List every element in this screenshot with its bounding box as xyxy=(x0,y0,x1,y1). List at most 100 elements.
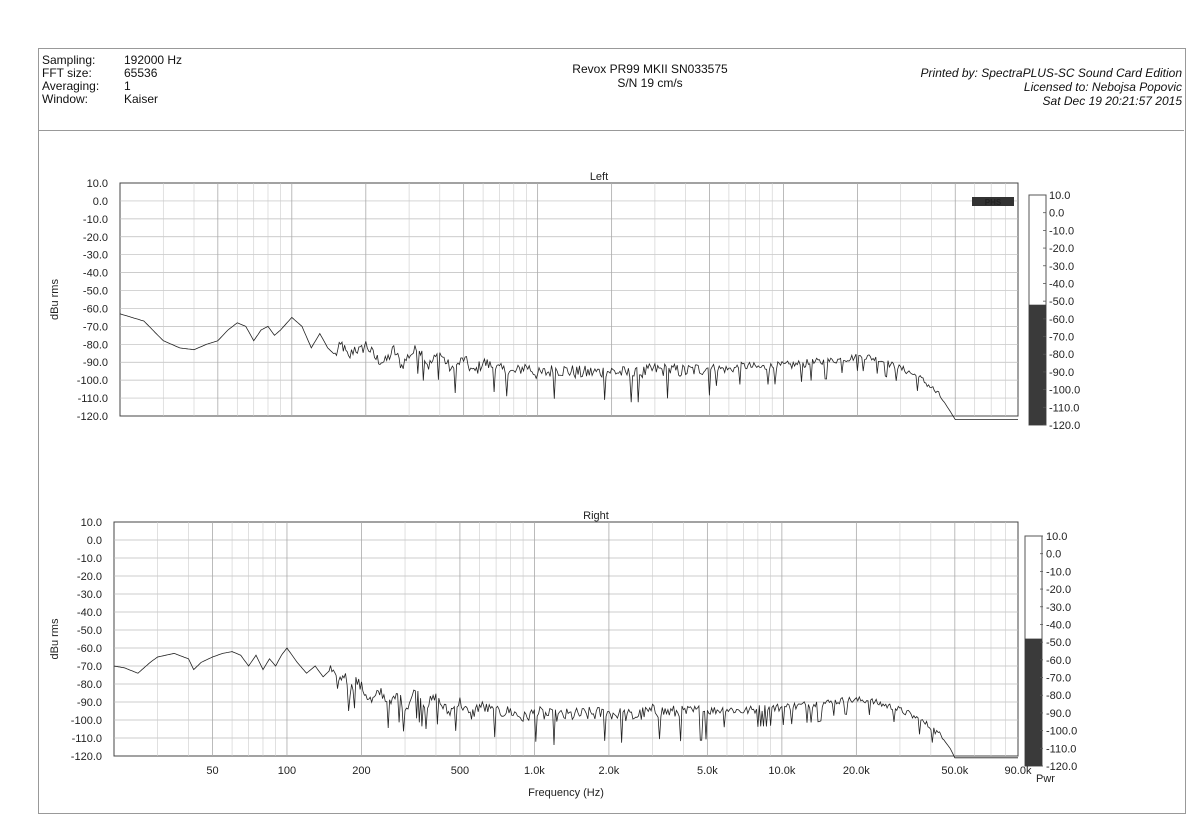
window-row: Window: Kaiser xyxy=(42,93,158,106)
x-tick-label: 50 xyxy=(206,765,218,777)
y-tick-label: 10.0 xyxy=(81,517,102,529)
x-tick-label: 50.0k xyxy=(941,765,968,777)
averaging-value: 1 xyxy=(124,79,131,93)
window-value: Kaiser xyxy=(124,92,159,106)
meter-tick-label: 10.0 xyxy=(1049,190,1070,202)
meter-tick-label: -60.0 xyxy=(1049,314,1074,326)
x-tick-label: 10.0k xyxy=(768,765,795,777)
spectrum-trace-left xyxy=(119,313,1018,420)
x-axis-label: Frequency (Hz) xyxy=(528,787,604,799)
y-tick-label: -10.0 xyxy=(77,553,102,565)
meter-tick-label: 10.0 xyxy=(1046,531,1067,543)
printed-by: Printed by: SpectraPLUS-SC Sound Card Ed… xyxy=(920,66,1182,80)
x-tick-label: 500 xyxy=(451,765,469,777)
meter-tick-label: -70.0 xyxy=(1046,673,1071,685)
y-tick-label: -70.0 xyxy=(83,321,108,333)
y-tick-label: -120.0 xyxy=(77,411,108,423)
sampling-row: Sampling: 192000 Hz xyxy=(42,54,182,67)
x-tick-label: 200 xyxy=(352,765,370,777)
fft-size-value: 65536 xyxy=(124,66,158,80)
print-date: Sat Dec 19 20:21:57 2015 xyxy=(1042,94,1182,108)
meter-tick-label: 0.0 xyxy=(1049,208,1064,220)
y-tick-label: -30.0 xyxy=(77,589,102,601)
meter-tick-label: 0.0 xyxy=(1046,549,1061,561)
meter-tick-label: -100.0 xyxy=(1049,385,1080,397)
sampling-value: 192000 Hz xyxy=(124,53,183,67)
x-tick-label: 20.0k xyxy=(843,765,870,777)
meter-tick-label: -120.0 xyxy=(1049,420,1080,432)
level-meter-fill xyxy=(1029,304,1046,425)
meter-tick-label: -80.0 xyxy=(1049,349,1074,361)
printout-frame xyxy=(38,48,1186,814)
meter-tick-label: -100.0 xyxy=(1046,726,1077,738)
recording-subtitle: S/N 19 cm/s xyxy=(617,76,683,90)
x-tick-label: 2.0k xyxy=(599,765,620,777)
phs-badge-text: PHS xyxy=(985,198,1002,207)
y-tick-label: -80.0 xyxy=(83,339,108,351)
chart-title: Left xyxy=(590,171,608,183)
y-tick-label: -30.0 xyxy=(83,250,108,262)
y-tick-label: -10.0 xyxy=(83,214,108,226)
meter-tick-label: -50.0 xyxy=(1049,296,1074,308)
plot-area xyxy=(113,521,1019,757)
y-tick-label: -60.0 xyxy=(77,643,102,655)
meter-tick-label: -80.0 xyxy=(1046,690,1071,702)
y-tick-label: -40.0 xyxy=(77,607,102,619)
meter-tick-label: -50.0 xyxy=(1046,637,1071,649)
y-tick-label: -100.0 xyxy=(71,715,102,727)
y-tick-label: -120.0 xyxy=(71,751,102,763)
meter-tick-label: -10.0 xyxy=(1046,566,1071,578)
window-key: Window: xyxy=(42,92,89,106)
chart-panel-right: Right 10.0 0.0 -10.0 -20.0 -30.0 -40.0 -50.0 -60… xyxy=(49,510,1077,773)
sampling-key: Sampling: xyxy=(42,53,96,67)
chart-panel-left: Left 10.0 0.0 -10.0 -20.0 -30.0 -40.0 -50.0 -60.… xyxy=(49,171,1080,432)
meter-tick-label: -40.0 xyxy=(1046,619,1071,631)
x-tick-label: 5.0k xyxy=(697,765,718,777)
y-tick-label: -50.0 xyxy=(83,286,108,298)
pwr-label: Pwr xyxy=(1036,773,1055,785)
meter-tick-label: -20.0 xyxy=(1049,243,1074,255)
spectrum-trace-right xyxy=(113,647,1018,759)
averaging-key: Averaging: xyxy=(42,79,100,93)
x-tick-label: 90.0k xyxy=(1005,765,1032,777)
licensed-to: Licensed to: Nebojsa Popovic xyxy=(1023,80,1182,94)
meter-tick-label: -90.0 xyxy=(1046,708,1071,720)
y-tick-label: -20.0 xyxy=(77,571,102,583)
y-tick-label: -40.0 xyxy=(83,268,108,280)
meter-tick-label: -110.0 xyxy=(1046,743,1076,755)
y-tick-label: -60.0 xyxy=(83,303,108,315)
plot-area xyxy=(119,182,1019,417)
header-divider xyxy=(38,130,1184,131)
recording-title: Revox PR99 MKII SN033575 xyxy=(572,62,728,76)
meter-tick-label: -30.0 xyxy=(1046,602,1071,614)
meter-tick-label: -40.0 xyxy=(1049,278,1074,290)
meter-tick-label: -30.0 xyxy=(1049,261,1074,273)
level-meter-fill xyxy=(1025,638,1042,766)
meter-tick-label: -70.0 xyxy=(1049,332,1074,344)
y-tick-label: 0.0 xyxy=(87,535,102,547)
y-tick-label: -110.0 xyxy=(78,393,108,405)
y-tick-label: -90.0 xyxy=(83,357,108,369)
y-axis-label: dBu rms xyxy=(49,279,61,320)
y-tick-label: -110.0 xyxy=(72,733,102,745)
meter-tick-label: -20.0 xyxy=(1046,584,1071,596)
y-tick-label: -20.0 xyxy=(83,232,108,244)
fft-size-row: FFT size: 65536 xyxy=(42,67,157,80)
meter-tick-label: -10.0 xyxy=(1049,225,1074,237)
meter-tick-label: -90.0 xyxy=(1049,367,1074,379)
y-tick-label: -50.0 xyxy=(77,625,102,637)
y-tick-label: -70.0 xyxy=(77,661,102,673)
meter-tick-label: -120.0 xyxy=(1046,761,1077,773)
x-tick-label: 100 xyxy=(278,765,296,777)
averaging-row: Averaging: 1 xyxy=(42,80,131,93)
y-axis-label: dBu rms xyxy=(49,618,61,659)
y-tick-label: 0.0 xyxy=(93,196,108,208)
x-tick-label: 1.0k xyxy=(524,765,545,777)
phs-badge xyxy=(972,197,1014,206)
fft-size-key: FFT size: xyxy=(42,66,92,80)
y-tick-label: -100.0 xyxy=(77,375,108,387)
meter-tick-label: -110.0 xyxy=(1049,402,1079,414)
y-tick-label: -80.0 xyxy=(77,679,102,691)
chart-title: Right xyxy=(583,510,609,522)
